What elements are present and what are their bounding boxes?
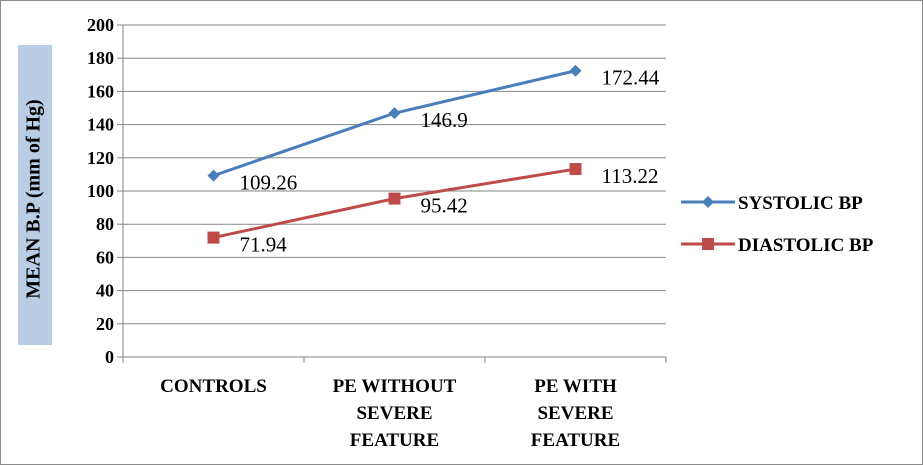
x-category-label: FEATURE <box>350 430 439 451</box>
data-point-marker <box>207 169 220 182</box>
data-label: 146.9 <box>421 108 468 132</box>
series-line-systolic <box>213 69 576 178</box>
y-tick-label: 140 <box>87 115 114 135</box>
data-label: 71.94 <box>240 233 288 257</box>
legend-label: SYSTOLIC BP <box>738 193 863 214</box>
data-label: 172.44 <box>602 66 660 90</box>
y-axis-title-background <box>18 45 52 345</box>
y-axis-title: MEAN B.P (mm of Hg) <box>23 99 45 298</box>
y-tick-label: 180 <box>87 48 114 68</box>
data-label: 95.42 <box>421 194 468 218</box>
data-label: 113.22 <box>602 164 659 188</box>
data-label: 109.26 <box>240 171 298 195</box>
data-point-marker <box>569 64 582 77</box>
y-tick-label: 20 <box>96 314 114 334</box>
y-tick-label: 200 <box>87 15 114 35</box>
y-tick-label: 60 <box>96 247 114 267</box>
legend-marker <box>702 238 714 250</box>
y-tick-label: 80 <box>96 214 114 234</box>
y-tick-label: 0 <box>105 347 114 367</box>
x-category-label: SEVERE <box>356 403 432 424</box>
y-tick-label: 100 <box>87 181 114 201</box>
x-category-label: CONTROLS <box>160 376 267 397</box>
x-category-label: PE WITH <box>534 376 617 397</box>
y-tick-label: 160 <box>87 81 114 101</box>
legend-label: DIASTOLIC BP <box>738 235 874 256</box>
data-point-marker <box>388 192 401 205</box>
x-category-label: PE WITHOUT <box>333 376 457 397</box>
x-category-label: SEVERE <box>537 403 613 424</box>
y-tick-label: 40 <box>96 281 114 301</box>
legend-marker <box>702 196 714 208</box>
y-tick-label: 120 <box>87 148 114 168</box>
data-point-marker <box>569 163 582 176</box>
data-point-marker <box>388 107 401 120</box>
data-point-marker <box>207 231 220 244</box>
x-category-label: FEATURE <box>531 430 620 451</box>
